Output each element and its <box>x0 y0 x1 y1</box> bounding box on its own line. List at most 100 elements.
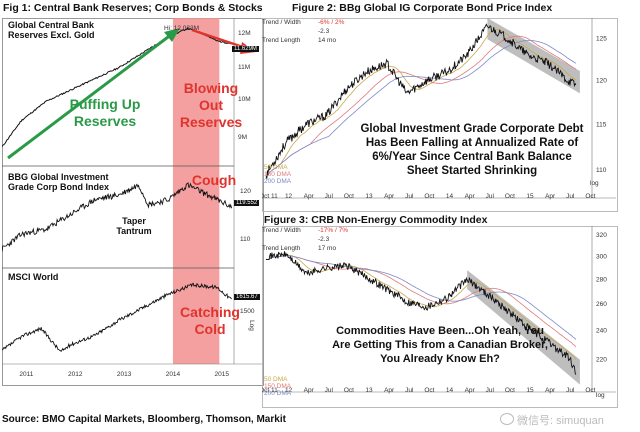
fig3-svg: Oct 11 12 Apr Jul Oct 13 Apr Jul Oct 14 Apr Jul Oct 1… <box>262 226 616 394</box>
fig3-ma200-label: 200 DMA <box>264 390 292 397</box>
fig1-bot-last-value: 1615.67 <box>234 294 260 300</box>
fig1-bond-index-line <box>2 181 233 252</box>
fig3-y-tick-300: 300 <box>596 254 607 261</box>
fig2-title: Figure 2: BBg Global IG Corporate Bond P… <box>292 2 553 14</box>
fig1-x-tick-2015: 2015 <box>215 371 230 378</box>
fig1-mid-tick-120: 120 <box>240 188 251 195</box>
fig3-200-dma-line <box>265 255 577 340</box>
fig3-x-tick-5: 13 <box>365 387 373 394</box>
fig1-blowing-annotation: Blowing Out Reserves <box>179 80 243 130</box>
fig3-x-tick-13: 15 <box>526 387 534 394</box>
fig2-x-tick-7: Jul <box>405 193 414 200</box>
fig3-y-tick-280: 280 <box>596 276 607 283</box>
fig2-150-dma-line <box>265 35 577 179</box>
fig3-x-tick-9: 14 <box>446 387 454 394</box>
fig2-trend-length-label: Trend Length <box>262 37 301 44</box>
fig1-title: Fig 1: Central Bank Reserves; Corp Bonds… <box>3 2 263 14</box>
fig1-x-tick-2013: 2013 <box>117 371 132 378</box>
fig2-x-tick-15: Jul <box>566 193 575 200</box>
fig1-svg: 2011 2012 2013 2014 2015 <box>2 18 262 378</box>
fig1-red-arrow <box>191 28 247 50</box>
fig2-y-tick-115: 115 <box>596 121 607 128</box>
fig2-x-tick-10: Apr <box>465 193 476 200</box>
fig3-trend-width-label: Trend / Width <box>262 227 301 234</box>
fig2-x-tick-6: Apr <box>384 193 395 200</box>
fig3-title: Figure 3: CRB Non-Energy Commodity Index <box>264 214 488 226</box>
fig3-x-tick-2: Apr <box>304 387 315 394</box>
fig1-frame <box>2 18 264 386</box>
fig1-top-tick-11m: 11M <box>238 64 251 71</box>
fig2-x-tick-3: Jul <box>325 193 334 200</box>
wechat-icon <box>500 413 514 425</box>
fig2-svg: Oct 11 12 Apr Jul Oct 13 Apr Jul Oct 14 Apr Jul Oct 1… <box>262 18 616 200</box>
fig2-ma150-label: 150 DMA <box>264 171 292 178</box>
fig3-x-tick-8: Oct <box>424 387 434 394</box>
fig2-callout: Global Investment Grade Corporate Debt H… <box>360 123 584 177</box>
fig1-x-tick-2012: 2012 <box>68 371 83 378</box>
fig1-catching-annotation: Catching Cold <box>180 304 240 337</box>
fig2-x-tick-5: 13 <box>365 193 373 200</box>
fig2-slope-value: -2.3 <box>318 28 330 35</box>
fig2-trend-length-value: 14 mo <box>318 37 337 44</box>
fig1-top-tick-12m: 12M <box>238 30 251 37</box>
fig3-ma150-label: 150 DMA <box>264 383 292 390</box>
fig2-x-tick-9: 14 <box>446 193 454 200</box>
fig1-top-tick-10m: 10M <box>238 96 251 103</box>
fig2-y-tick-120: 120 <box>596 77 607 84</box>
fig1-x-tick-2011: 2011 <box>19 371 33 378</box>
fig2-x-tick-1: 12 <box>285 193 293 200</box>
fig2-ma50-label: 50 DMA <box>264 164 288 171</box>
fig1-x-axis: 2011 2012 2013 2014 2015 <box>19 371 229 378</box>
fig2-200-dma-line <box>265 40 577 179</box>
fig2-x-tick-0: Oct 11 <box>262 193 278 200</box>
fig3-x-tick-11: Jul <box>486 387 495 394</box>
fig2-x-tick-2: Apr <box>304 193 315 200</box>
fig1-mid-label: BBG Global Investment Grade Corp Bond In… <box>8 172 110 192</box>
fig3-frame <box>262 226 618 408</box>
fig1-x-tick-2014: 2014 <box>166 371 181 378</box>
fig1-taper-annotation: Taper Tantrum <box>116 216 152 236</box>
fig3-y-tick-240: 240 <box>596 328 607 335</box>
fig3-150-dma-line <box>265 255 577 348</box>
fig3-x-tick-14: Apr <box>545 387 556 394</box>
fig2-x-tick-13: 15 <box>526 193 534 200</box>
fig3-x-tick-4: Oct <box>344 387 354 394</box>
fig2-x-axis: Oct 11 12 Apr Jul Oct 13 Apr Jul Oct 14 Apr Jul Oct 1… <box>262 193 596 200</box>
footer-source: Source: BMO Capital Markets, Bloomberg, … <box>2 414 286 425</box>
fig1-highlight-band <box>172 18 220 364</box>
fig1-bot-axis-label: Log <box>247 320 255 331</box>
fig2-y-tick-110: 110 <box>596 167 607 174</box>
fig3-ma50-label: 50 DMA <box>264 376 288 383</box>
fig3-x-tick-1: 12 <box>285 387 293 394</box>
fig2-price-line <box>265 23 577 180</box>
watermark: 微信号: simuquan <box>500 412 604 428</box>
fig3-x-tick-15: Jul <box>566 387 575 394</box>
fig1-top-tick-9m: 9M <box>238 134 248 141</box>
fig3-y-tick-260: 260 <box>596 301 607 308</box>
fig3-x-tick-12: Oct <box>505 387 515 394</box>
fig1-bot-tick-1500: 1500 <box>240 308 255 315</box>
fig2-x-tick-14: Apr <box>545 193 556 200</box>
fig2-trend-width-label: Trend / Width <box>262 19 301 26</box>
fig3-y-tick-320: 320 <box>596 232 607 239</box>
fig3-trend-length-label: Trend Length <box>262 245 301 252</box>
fig1-mid-tick-110: 110 <box>240 236 251 243</box>
fig2-x-tick-4: Oct <box>344 193 354 200</box>
fig3-scale-label: log <box>596 392 605 399</box>
fig2-frame <box>262 18 618 212</box>
watermark-text: 微信号: simuquan <box>517 415 604 427</box>
fig3-trend-width-value: -17% / 7% <box>318 227 348 234</box>
fig3-x-tick-7: Jul <box>405 387 414 394</box>
fig1-bot-label: MSCI World <box>8 272 59 282</box>
fig3-x-tick-3: Jul <box>325 387 334 394</box>
fig3-slope-value: -2.3 <box>318 236 330 243</box>
fig3-x-tick-10: Apr <box>465 387 476 394</box>
fig1-green-arrow <box>7 32 173 160</box>
fig3-callout: Commodities Have Been...Oh Yeah, You Are… <box>332 325 548 365</box>
fig1-top-label: Global Central Bank Reserves Excl. Gold <box>8 20 95 40</box>
fig3-trend-length-value: 17 mo <box>318 245 337 252</box>
fig2-x-tick-11: Jul <box>486 193 495 200</box>
fig3-y-axis: 320 300 280 260 240 220 <box>596 232 607 363</box>
fig2-x-tick-12: Oct <box>505 193 515 200</box>
fig2-y-tick-125: 125 <box>596 35 607 42</box>
